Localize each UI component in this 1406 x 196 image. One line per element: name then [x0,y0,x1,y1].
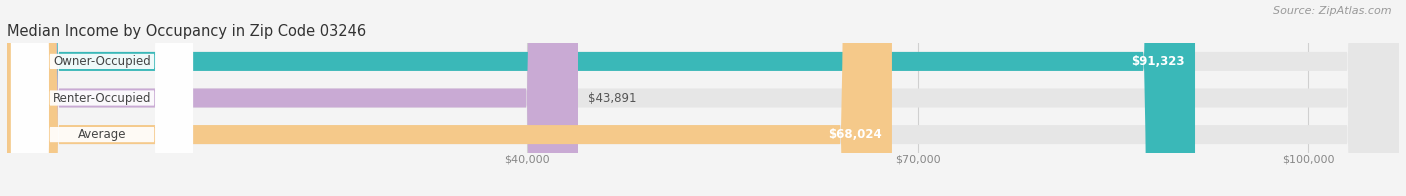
Text: Median Income by Occupancy in Zip Code 03246: Median Income by Occupancy in Zip Code 0… [7,24,366,39]
Text: $91,323: $91,323 [1130,55,1185,68]
Text: Average: Average [77,128,127,141]
Text: Renter-Occupied: Renter-Occupied [53,92,152,104]
FancyBboxPatch shape [7,0,1399,196]
FancyBboxPatch shape [7,0,1399,196]
Text: Source: ZipAtlas.com: Source: ZipAtlas.com [1274,6,1392,16]
FancyBboxPatch shape [11,0,193,196]
Text: Owner-Occupied: Owner-Occupied [53,55,150,68]
FancyBboxPatch shape [7,0,1195,196]
FancyBboxPatch shape [7,0,578,196]
Text: $43,891: $43,891 [588,92,637,104]
FancyBboxPatch shape [11,0,193,196]
FancyBboxPatch shape [7,0,891,196]
Text: $68,024: $68,024 [828,128,882,141]
FancyBboxPatch shape [7,0,1399,196]
FancyBboxPatch shape [11,0,193,196]
